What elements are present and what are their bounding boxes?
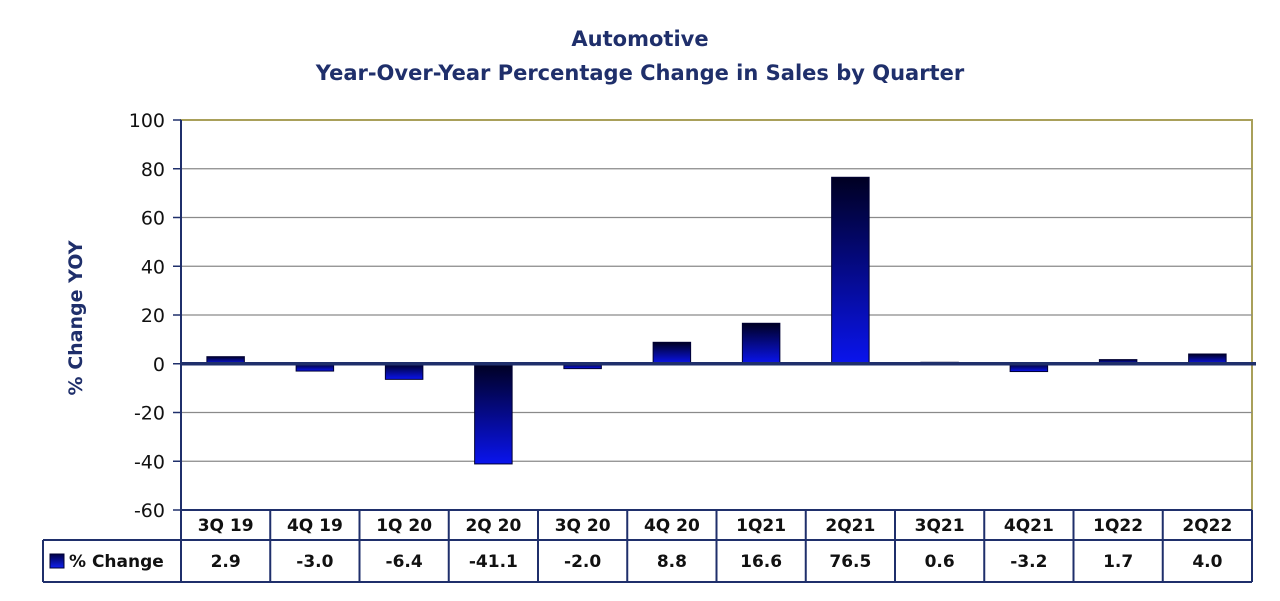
y-tick-label: -40 bbox=[134, 451, 165, 473]
y-tick-label: 60 bbox=[141, 208, 165, 230]
bar bbox=[652, 341, 692, 365]
bar bbox=[474, 363, 513, 465]
bar bbox=[741, 322, 781, 365]
gridlines bbox=[173, 119, 1253, 582]
data-label: -2.0 bbox=[564, 552, 601, 572]
y-tick-labels: 100 80 60 40 20 0 -20 -40 -60 bbox=[129, 110, 165, 522]
bar bbox=[384, 363, 424, 380]
bar bbox=[831, 176, 870, 365]
data-label: 2.9 bbox=[211, 552, 241, 572]
chart-title: Automotive bbox=[571, 27, 708, 51]
y-tick-label: -20 bbox=[134, 403, 165, 425]
x-tick-label: 1Q 20 bbox=[376, 516, 432, 536]
y-tick-label: 0 bbox=[153, 354, 165, 376]
data-label: -3.2 bbox=[1010, 552, 1047, 572]
x-tick-label: 1Q21 bbox=[736, 516, 786, 536]
data-label: 8.8 bbox=[657, 552, 687, 572]
x-tick-label: 4Q 19 bbox=[287, 516, 343, 536]
bars bbox=[181, 176, 1256, 465]
data-label: -6.4 bbox=[386, 552, 423, 572]
x-tick-label: 2Q 20 bbox=[465, 516, 521, 536]
data-label: 16.6 bbox=[740, 552, 782, 572]
x-tick-label: 3Q 19 bbox=[198, 516, 254, 536]
y-tick-label: 100 bbox=[129, 110, 165, 132]
y-tick-label: -60 bbox=[134, 500, 165, 522]
data-label: 1.7 bbox=[1103, 552, 1133, 572]
y-tick-label: 40 bbox=[141, 256, 165, 278]
x-tick-label: 4Q21 bbox=[1004, 516, 1054, 536]
chart-subtitle: Year-Over-Year Percentage Change in Sale… bbox=[315, 61, 965, 85]
legend-swatch bbox=[49, 553, 65, 569]
data-label: 4.0 bbox=[1192, 552, 1222, 572]
data-table: 3Q 19 2.9 4Q 19 -3.0 1Q 20 -6.4 2Q 20 -41.1 3Q 2… bbox=[42, 509, 1253, 583]
x-tick-label: 2Q22 bbox=[1182, 516, 1232, 536]
x-tick-label: 3Q21 bbox=[915, 516, 965, 536]
y-axis-label: % Change YOY bbox=[65, 240, 87, 395]
x-tick-label: 4Q 20 bbox=[644, 516, 700, 536]
y-tick-label: 20 bbox=[141, 305, 165, 327]
y-tick-label: 80 bbox=[141, 159, 165, 181]
legend-label: % Change bbox=[69, 552, 164, 572]
x-tick-label: 2Q21 bbox=[825, 516, 875, 536]
x-tick-label: 1Q22 bbox=[1093, 516, 1143, 536]
data-label: -41.1 bbox=[469, 552, 518, 572]
data-label: 0.6 bbox=[925, 552, 955, 572]
data-label: -3.0 bbox=[296, 552, 333, 572]
x-tick-label: 3Q 20 bbox=[555, 516, 611, 536]
data-label: 76.5 bbox=[829, 552, 871, 572]
